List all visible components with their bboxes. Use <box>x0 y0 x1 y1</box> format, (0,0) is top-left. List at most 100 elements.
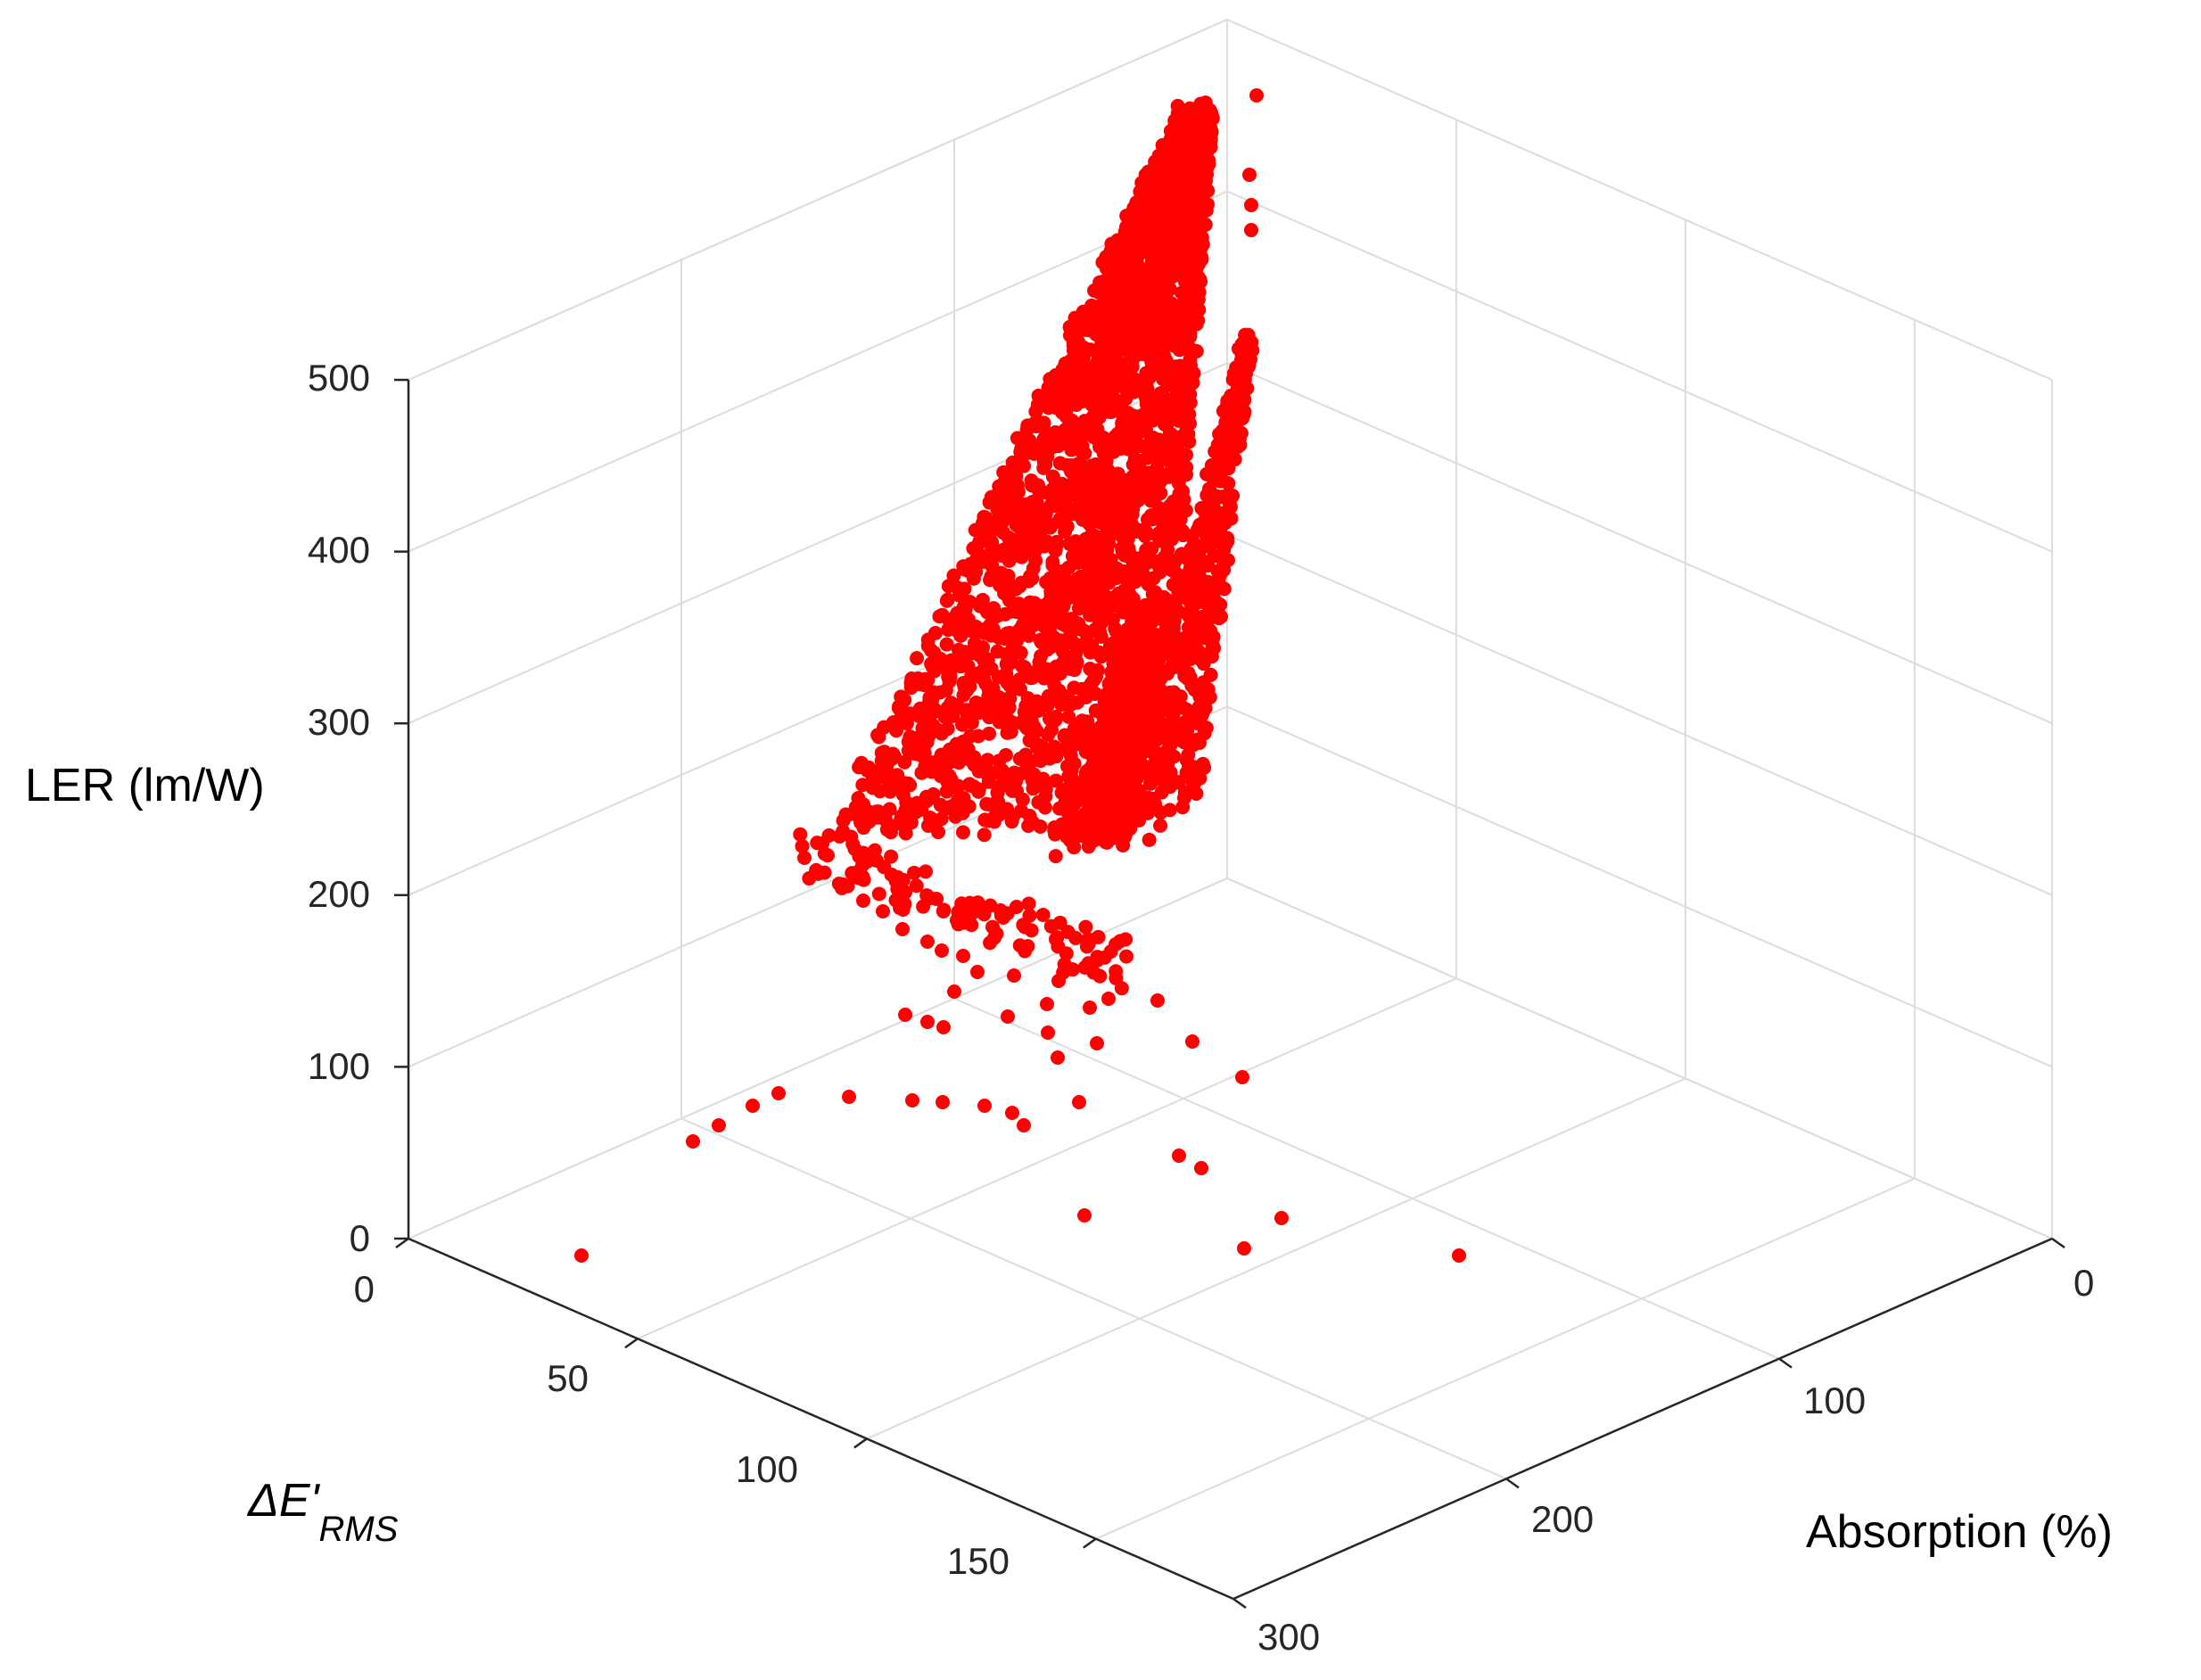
data-point <box>970 965 985 979</box>
data-point <box>1118 337 1133 352</box>
data-point <box>1041 380 1056 395</box>
data-point <box>1169 359 1184 375</box>
data-point <box>1162 685 1177 700</box>
data-point <box>1135 742 1150 757</box>
data-point <box>1008 456 1023 471</box>
data-point <box>1171 775 1186 790</box>
z-tick-label: 200 <box>308 873 370 915</box>
data-point <box>1125 768 1141 783</box>
data-point <box>1076 393 1091 408</box>
data-point <box>949 912 964 927</box>
data-point <box>1132 753 1147 768</box>
data-point <box>820 848 836 863</box>
data-point <box>1088 730 1103 745</box>
data-point <box>1171 443 1186 458</box>
data-point <box>1203 128 1218 144</box>
data-point <box>963 556 978 572</box>
data-point <box>1193 177 1208 193</box>
data-point <box>1038 788 1053 803</box>
data-point <box>1083 777 1098 792</box>
data-point <box>1188 581 1203 596</box>
data-point <box>950 581 965 596</box>
data-point <box>1139 524 1154 539</box>
data-point <box>1179 753 1194 768</box>
data-point <box>876 904 890 918</box>
data-point <box>1107 400 1122 416</box>
data-point <box>1183 317 1199 333</box>
data-point <box>953 628 969 643</box>
data-point <box>1134 698 1150 713</box>
data-point <box>1029 739 1044 754</box>
data-point <box>1081 932 1096 947</box>
data-point <box>955 825 970 840</box>
data-point <box>1216 581 1232 597</box>
data-point <box>882 802 897 817</box>
z-tick-label: 500 <box>308 357 370 399</box>
data-point <box>1061 709 1076 724</box>
data-point <box>955 717 970 732</box>
x-tick-label: 100 <box>1803 1379 1866 1421</box>
data-point <box>1175 660 1190 675</box>
data-point <box>1001 481 1016 496</box>
gridline <box>408 19 1228 381</box>
data-point <box>1056 611 1071 626</box>
data-point <box>1120 322 1135 337</box>
data-point <box>1002 625 1018 640</box>
data-point <box>1140 393 1155 408</box>
data-point <box>1052 456 1068 471</box>
data-point <box>1040 395 1055 410</box>
data-point <box>962 895 977 910</box>
data-point <box>1102 320 1117 335</box>
data-point <box>1058 391 1073 406</box>
data-point <box>1227 373 1242 388</box>
gridline <box>680 1117 1507 1480</box>
data-point <box>1077 959 1092 975</box>
data-point <box>971 647 986 663</box>
data-point <box>1063 506 1078 521</box>
data-point <box>1087 283 1102 298</box>
data-point <box>1128 297 1143 312</box>
data-point <box>861 760 877 775</box>
data-point <box>986 811 1002 826</box>
gridline <box>1226 190 2053 553</box>
data-point <box>1043 670 1059 685</box>
data-point <box>1035 907 1051 922</box>
data-point <box>894 689 909 704</box>
data-point <box>1048 849 1063 864</box>
data-point <box>1177 584 1192 599</box>
data-point <box>1210 437 1225 452</box>
data-point <box>1204 457 1219 473</box>
data-point <box>1166 624 1181 639</box>
data-point <box>962 595 977 610</box>
data-point <box>907 745 922 761</box>
data-point <box>1028 772 1043 787</box>
data-point <box>1115 293 1130 309</box>
data-point <box>1105 711 1120 726</box>
gridline <box>953 997 1780 1360</box>
data-point <box>1111 309 1126 324</box>
x-tick-label: 300 <box>1257 1616 1320 1658</box>
data-point <box>872 784 887 799</box>
data-point <box>848 807 863 822</box>
data-point <box>1057 729 1072 744</box>
data-point <box>1176 790 1191 805</box>
data-point <box>946 568 961 583</box>
data-point <box>1208 472 1224 487</box>
data-point <box>1235 1070 1249 1084</box>
data-point <box>1084 746 1099 762</box>
x-tick-label: 0 <box>2073 1262 2094 1304</box>
data-point <box>1018 919 1033 935</box>
data-point <box>1117 509 1132 524</box>
data-point <box>1198 159 1213 174</box>
data-point <box>920 792 936 807</box>
data-point <box>795 838 810 853</box>
data-point <box>1147 409 1162 424</box>
data-point <box>972 534 987 549</box>
y-tick-label: 0 <box>354 1268 375 1310</box>
data-point <box>936 1020 951 1034</box>
data-point <box>1026 416 1042 432</box>
data-point <box>1040 449 1055 465</box>
data-point <box>1067 756 1082 771</box>
z-tick-label: 400 <box>308 529 370 571</box>
data-point <box>943 665 958 680</box>
